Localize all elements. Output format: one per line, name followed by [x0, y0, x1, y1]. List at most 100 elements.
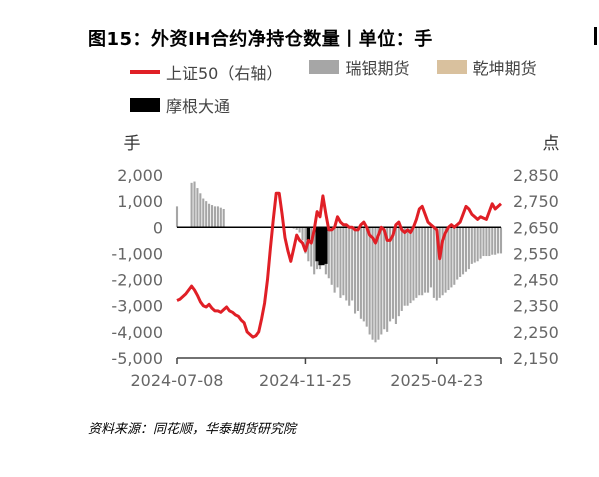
bar-ubs — [222, 208, 225, 228]
bar-ubs — [406, 227, 409, 306]
bar-ubs — [371, 227, 374, 340]
bar-ubs — [193, 181, 196, 228]
bar-ubs — [374, 227, 377, 343]
bar-ubs — [216, 206, 219, 228]
bar-ubs — [462, 227, 465, 275]
bar-ubs — [467, 227, 470, 270]
y-right-tick-label: 2,650 — [513, 218, 559, 237]
legend-label-qiankun: 乾坤期货 — [472, 59, 537, 78]
bar-ubs — [479, 227, 482, 259]
y-left-tick-label: -3,000 — [111, 297, 163, 316]
bar-ubs — [356, 227, 360, 311]
bar-ubs — [453, 227, 456, 285]
legend-swatch-ubs — [309, 60, 340, 74]
legend-row-1: 上证50（右轴） 瑞银期货 乾坤期货 — [130, 55, 559, 83]
bar-ubs — [441, 227, 444, 296]
bar-jpmorgan — [321, 227, 325, 266]
bar-ubs — [473, 227, 476, 263]
bar-ubs — [488, 227, 491, 257]
bar-jpmorgan — [318, 227, 322, 266]
y-left-axis-label: 手 — [124, 134, 141, 154]
bar-ubs — [497, 227, 500, 254]
bar-ubs — [213, 206, 216, 228]
legend-swatch-jpmorgan — [130, 98, 160, 112]
y-right-tick-label: 2,450 — [513, 271, 559, 290]
bar-ubs — [424, 227, 427, 293]
y-left-tick-label: -4,000 — [111, 323, 163, 342]
bar-ubs — [470, 227, 473, 264]
bar-ubs — [342, 227, 345, 296]
bar-ubs — [365, 227, 368, 327]
bar-ubs — [202, 198, 205, 228]
y-right-tick-label: 2,750 — [513, 192, 559, 211]
bar-ubs — [348, 227, 351, 306]
bar-ubs — [494, 227, 497, 255]
x-tick-label: 2025-04-23 — [390, 371, 483, 390]
bar-ubs — [327, 227, 330, 279]
bar-ubs — [459, 227, 462, 277]
line-sse50 — [176, 191, 503, 339]
x-tick-label: 2024-11-25 — [259, 371, 352, 390]
bar-ubs — [208, 203, 211, 228]
bar-ubs — [476, 227, 479, 262]
bar-ubs — [389, 227, 392, 322]
bar-ubs — [175, 206, 179, 228]
bar-ubs — [397, 227, 400, 317]
adjacent-panel-edge — [594, 27, 597, 45]
y-left-tick-label: -2,000 — [111, 271, 163, 290]
bar-ubs — [336, 227, 339, 288]
bar-ubs — [383, 227, 386, 330]
bar-ubs — [310, 227, 313, 267]
bar-ubs — [190, 182, 193, 228]
bar-ubs — [333, 227, 336, 293]
source-note: 资料来源：同花顺，华泰期货研究院 — [88, 422, 297, 437]
bar-ubs — [380, 227, 383, 335]
legend: 上证50（右轴） 瑞银期货 乾坤期货 摩根大通 — [130, 55, 559, 131]
y-left-tick-label: -1,000 — [111, 244, 163, 263]
bar-ubs — [429, 227, 432, 288]
x-tick-label: 2024-07-08 — [131, 371, 224, 390]
bar-ubs — [298, 227, 301, 233]
bar-ubs — [403, 227, 406, 306]
legend-swatch-qiankun — [436, 60, 467, 74]
y-left-tick-label: 2,000 — [117, 166, 163, 185]
bar-ubs — [400, 227, 403, 311]
bar-ubs — [205, 201, 208, 228]
bar-ubs — [394, 227, 397, 325]
bar-ubs — [386, 227, 389, 332]
bar-ubs — [491, 227, 494, 255]
bar-ubs — [435, 227, 438, 301]
y-left-tick-label: -5,000 — [111, 349, 163, 368]
y-right-axis-label: 点 — [543, 134, 560, 154]
y-right-tick-label: 2,850 — [513, 166, 559, 185]
legend-item-jpmorgan: 摩根大通 — [130, 93, 230, 117]
bar-ubs — [409, 227, 412, 304]
legend-label-jpmorgan: 摩根大通 — [166, 97, 231, 116]
bar-ubs — [377, 227, 380, 340]
bar-jpmorgan — [306, 227, 311, 241]
bar-ubs — [421, 227, 424, 296]
bar-jpmorgan — [324, 227, 328, 264]
legend-swatch-sse50 — [130, 70, 160, 74]
y-right-tick-label: 2,550 — [513, 244, 559, 263]
bar-ubs — [210, 205, 214, 228]
legend-item-ubs: 瑞银期货 — [309, 55, 409, 79]
bar-ubs — [415, 227, 418, 298]
y-right-tick-label: 2,350 — [513, 297, 559, 316]
bar-ubs — [368, 227, 371, 335]
bar-ubs — [485, 227, 488, 257]
bar-jpmorgan — [315, 227, 319, 262]
bar-ubs — [354, 227, 357, 314]
bar-ubs — [359, 227, 362, 319]
bar-ubs — [330, 227, 333, 285]
y-right-tick-label: 2,250 — [513, 323, 559, 342]
legend-item-sse50: 上证50（右轴） — [130, 60, 282, 84]
bar-ubs — [482, 227, 485, 257]
bar-ubs — [456, 227, 459, 280]
y-left-tick-label: 1,000 — [117, 192, 163, 211]
bar-ubs — [444, 227, 447, 293]
bar-ubs — [391, 227, 395, 319]
chart-title: 图15：外资IH合约净持仓数量丨单位：手 — [88, 29, 433, 50]
bar-ubs — [438, 227, 441, 298]
